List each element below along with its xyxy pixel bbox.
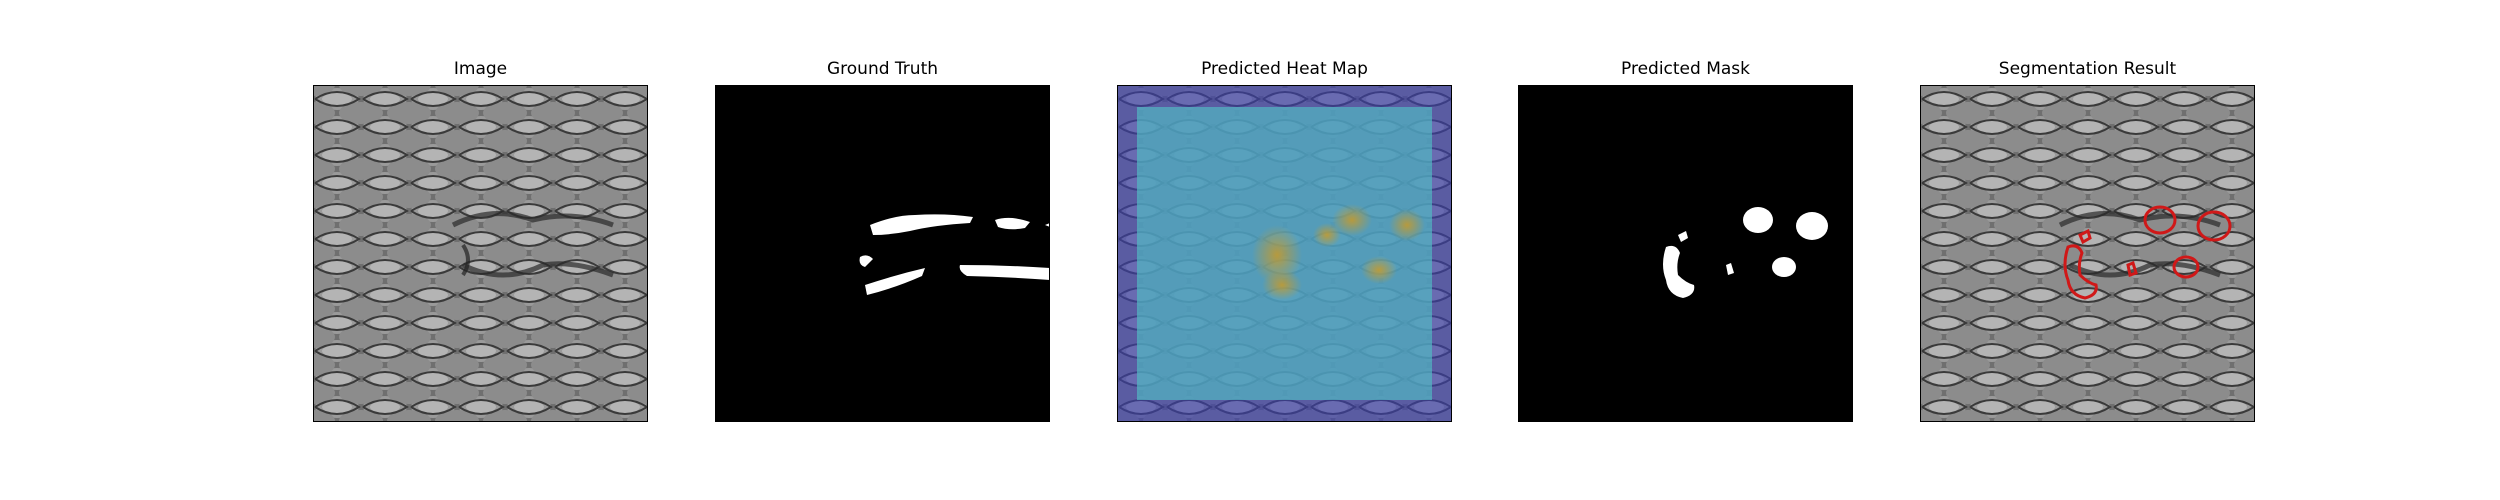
predicted-mask-panel bbox=[1518, 85, 1853, 422]
panel-title-heat-map: Predicted Heat Map bbox=[1201, 59, 1368, 79]
predicted-heat-map bbox=[1117, 85, 1452, 422]
input-image-panel bbox=[313, 85, 648, 422]
panel-title-segmentation-result: Segmentation Result bbox=[1998, 59, 2177, 79]
predicted-mask bbox=[1518, 85, 1853, 422]
input-image bbox=[313, 85, 648, 422]
segmentation-result bbox=[1920, 85, 2255, 422]
heat-map-panel bbox=[1117, 85, 1452, 422]
panel-title-predicted-mask: Predicted Mask bbox=[1621, 59, 1750, 79]
panel-title-ground-truth: Ground Truth bbox=[826, 59, 939, 79]
panel-title-image: Image bbox=[453, 59, 508, 79]
ground-truth-panel bbox=[715, 85, 1050, 422]
segmentation-result-panel bbox=[1920, 85, 2255, 422]
ground-truth-mask bbox=[715, 85, 1050, 422]
